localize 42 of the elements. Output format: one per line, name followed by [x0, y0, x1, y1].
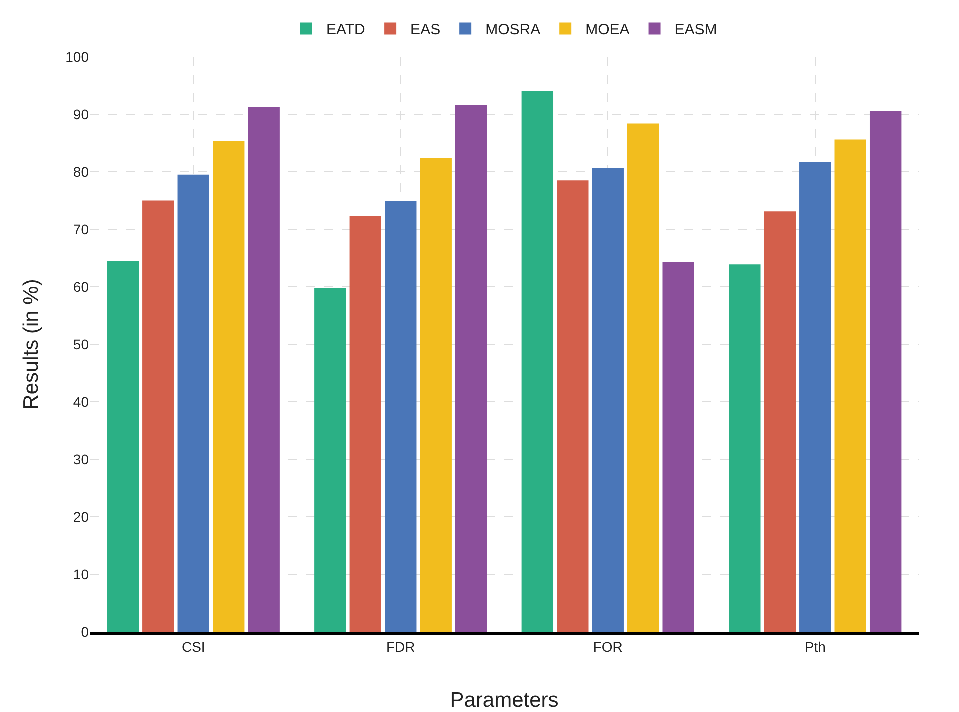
- y-tick-label: 90: [73, 106, 90, 122]
- bar: [213, 142, 245, 632]
- bar: [662, 262, 694, 632]
- bar: [870, 111, 902, 632]
- bar: [420, 158, 452, 632]
- y-tick-label: 60: [73, 278, 90, 295]
- bar: [248, 107, 280, 632]
- y-tick-label: 50: [73, 336, 90, 352]
- x-tick-label: CSI: [182, 638, 206, 655]
- bar: [729, 264, 761, 632]
- y-tick-label: 40: [73, 394, 90, 410]
- bar: [764, 212, 796, 632]
- bar: [142, 200, 174, 632]
- bar: [455, 105, 488, 632]
- y-tick-label: 10: [73, 566, 90, 582]
- y-axis-title: Results (in %): [20, 279, 43, 410]
- bar: [522, 92, 554, 632]
- bar: [385, 201, 417, 632]
- bar: [628, 124, 660, 632]
- y-tick-label: 70: [73, 221, 90, 238]
- bar: [557, 180, 589, 632]
- legend-label: MOSRA: [486, 22, 541, 39]
- legend-label: EATD: [326, 22, 366, 39]
- bar: [350, 216, 382, 632]
- bar: [107, 261, 140, 632]
- bar: [178, 174, 210, 632]
- legend-label: EASM: [674, 22, 718, 39]
- bar: [314, 288, 346, 632]
- x-tick-label: Pth: [804, 638, 826, 655]
- y-tick-label: 20: [73, 508, 90, 525]
- y-tick-label: 30: [73, 451, 90, 468]
- x-axis-title: Parameters: [450, 689, 559, 712]
- y-tick-label: 0: [81, 624, 90, 640]
- x-tick-label: FDR: [386, 638, 416, 655]
- bar: [834, 140, 866, 632]
- bar: [592, 168, 624, 632]
- x-tick-label: FOR: [593, 638, 623, 655]
- legend-label: EAS: [410, 22, 441, 39]
- bar: [800, 162, 832, 632]
- legend-label: MOEA: [586, 22, 630, 39]
- y-tick-label: 80: [73, 164, 90, 180]
- y-tick-label: 100: [66, 48, 90, 65]
